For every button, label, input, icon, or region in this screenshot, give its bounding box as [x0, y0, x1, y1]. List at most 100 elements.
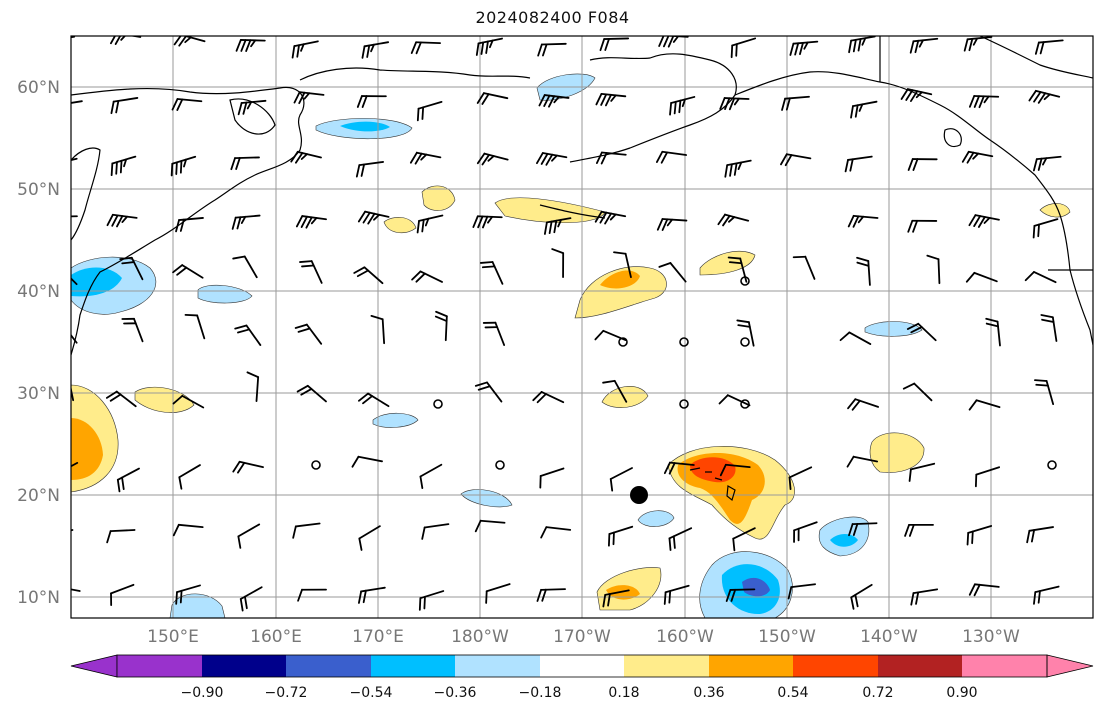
wind-barb-feather	[963, 38, 969, 52]
wind-barb-feather	[373, 213, 381, 221]
wind-barb-feather	[965, 271, 976, 283]
wind-barb-feather	[485, 590, 488, 604]
wind-barb-feather	[668, 590, 672, 604]
wind-barb-shaft	[996, 320, 1001, 347]
wind-barb-shaft	[851, 522, 878, 526]
wind-barb-shaft	[847, 155, 873, 161]
wind-barb-shaft	[71, 333, 78, 344]
wind-barb-feather	[977, 216, 986, 228]
wind-barb-feather	[482, 215, 489, 229]
wind-barb-feather	[171, 98, 179, 111]
wind-barb-shaft	[71, 157, 78, 162]
wind-barb-feather	[121, 215, 129, 223]
wind-barb-feather	[179, 218, 185, 232]
wind-barb-feather	[983, 95, 990, 104]
wind-barb-feather	[419, 475, 424, 489]
colorbar-segment	[709, 655, 793, 677]
wind-barb-shaft	[912, 588, 939, 595]
wind-barb-feather	[477, 385, 491, 391]
colorbar-segment	[540, 655, 624, 677]
wind-barb-feather	[297, 588, 303, 602]
wind-barb-feather	[54, 217, 58, 228]
wind-barb-feather	[109, 393, 122, 402]
wind-barb-shaft	[917, 322, 937, 342]
wind-barb-shaft	[788, 466, 813, 479]
wind-barb-feather	[661, 218, 669, 231]
wind-barb-feather	[481, 153, 490, 166]
wind-barb-feather	[600, 152, 608, 165]
lon-label: 130°W	[962, 627, 1020, 647]
wind-barb-feather	[839, 331, 851, 342]
negative-anomaly-20n	[460, 489, 513, 508]
wind-barb-feather	[594, 210, 603, 223]
wind-barb-feather	[300, 215, 308, 228]
colorbar-tick-label: −0.72	[265, 685, 308, 701]
wind-barb-feather	[910, 90, 919, 102]
wind-barb-feather	[301, 264, 315, 268]
wind-barb-shaft	[670, 96, 696, 104]
wind-barb-feather	[176, 266, 188, 276]
wind-barb-feather	[908, 468, 912, 482]
wind-barb-feather	[310, 217, 318, 225]
wind-barb-feather	[541, 588, 547, 602]
wind-barb-shaft	[357, 455, 383, 463]
wind-barb-feather	[613, 251, 627, 255]
wind-barb-shaft	[540, 588, 566, 591]
wind-barb-feather	[672, 36, 680, 43]
wind-barb-feather	[968, 37, 974, 52]
wind-barb-shaft	[724, 463, 751, 469]
wind-barb-shaft	[731, 37, 757, 47]
map-frame	[70, 35, 1094, 619]
wind-barb-feather	[61, 162, 62, 174]
wind-barb-feather	[1026, 529, 1031, 544]
wind-barb-feather	[421, 218, 425, 233]
wind-barb-feather	[729, 163, 733, 177]
wind-barb-feather	[784, 154, 793, 167]
wind-barb-feather	[480, 41, 485, 55]
wind-barb-feather	[237, 461, 246, 474]
wind-barb-feather	[968, 214, 977, 227]
wind-barb-feather	[120, 36, 127, 41]
wind-barb-feather	[666, 218, 673, 227]
wind-barb-feather	[409, 151, 418, 164]
wind-barb-feather	[414, 152, 423, 165]
lat-label: 50°N	[17, 180, 60, 200]
wind-barb-shaft	[363, 41, 390, 48]
wind-barb-feather	[730, 588, 737, 602]
wind-barb-shaft	[115, 390, 137, 408]
wind-barb-feather	[121, 476, 125, 491]
wind-barb-feather	[788, 476, 792, 491]
wind-barb-shaft	[937, 258, 941, 285]
wind-barb-shaft	[71, 588, 81, 592]
wind-barb-shaft	[419, 463, 443, 478]
wind-barb-feather	[477, 215, 484, 229]
wind-barb-feather	[235, 157, 241, 170]
wind-barb-feather	[906, 322, 920, 330]
wind-barb-shaft	[240, 99, 267, 104]
wind-barb-feather	[294, 323, 308, 329]
wind-barb-feather	[51, 324, 62, 327]
wind-barb-feather	[410, 41, 418, 54]
wind-barb-feather	[851, 399, 861, 411]
wind-barb-feather	[1033, 591, 1037, 605]
positive-anomaly-40n	[574, 266, 667, 319]
wind-barb-shaft	[234, 214, 261, 219]
colorbar-segment	[962, 655, 1047, 677]
wind-barb-feather	[237, 328, 251, 334]
wind-barb-feather	[250, 39, 257, 48]
wind-barb-feather	[733, 97, 740, 106]
wind-barb-feather	[848, 523, 854, 537]
wind-barb-feather	[803, 41, 809, 50]
wind-barb-feather	[983, 217, 991, 224]
wind-barb-feather	[1039, 41, 1045, 55]
wind-barb-feather	[604, 38, 610, 51]
positive-anomaly-49n-east	[1039, 203, 1071, 218]
wind-barb-feather	[361, 95, 368, 108]
negative-anomaly-east-16n-core	[830, 534, 858, 547]
wind-barb-shaft	[852, 455, 879, 463]
wind-barb-feather	[358, 590, 363, 604]
wind-barb-shaft	[71, 385, 75, 402]
negative-anomaly-17n	[637, 510, 675, 527]
wind-barb-shaft	[71, 529, 74, 532]
wind-barb-shaft	[1028, 526, 1054, 532]
